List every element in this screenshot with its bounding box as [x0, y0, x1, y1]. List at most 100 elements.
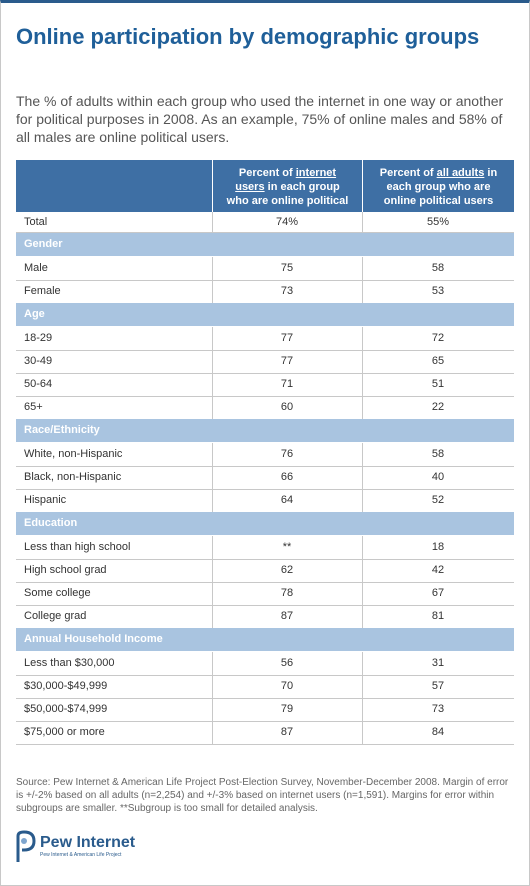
row-value: 56: [280, 657, 294, 669]
row-label: $30,000-$49,999: [24, 680, 108, 692]
row-divider: [16, 744, 514, 745]
row-value: 62: [280, 564, 294, 576]
row-label: Male: [24, 262, 48, 274]
row-value: 75: [280, 262, 294, 274]
row-label: 30-49: [24, 355, 53, 367]
col-divider: [212, 536, 213, 559]
header-underlined: all adults: [436, 167, 485, 179]
row-value: 78: [280, 587, 294, 599]
row-value: 40: [431, 471, 445, 483]
col-divider: [212, 721, 213, 744]
col-divider: [362, 373, 363, 396]
col-divider: [212, 373, 213, 396]
section-header: Race/Ethnicity: [16, 419, 514, 442]
col-divider: [212, 582, 213, 605]
row-label: Some college: [24, 587, 91, 599]
row-value: 52: [431, 494, 445, 506]
row-value: 77: [280, 355, 294, 367]
col-divider: [212, 212, 213, 232]
col-divider: [212, 466, 213, 489]
row-label: 50-64: [24, 378, 53, 390]
row-value: 77: [280, 332, 294, 344]
row-label: Hispanic: [24, 494, 67, 506]
col-divider: [362, 443, 363, 466]
col-divider: [362, 327, 363, 350]
col-divider: [362, 257, 363, 280]
row-value: 64: [280, 494, 294, 506]
row-value: 81: [431, 610, 445, 622]
column-header: Percent of internet users in each group …: [213, 160, 362, 221]
row-value: 58: [431, 262, 445, 274]
col-divider: [212, 652, 213, 675]
source: Source: Pew Internet & American Life Pro…: [16, 777, 509, 814]
row-value: 60: [280, 401, 294, 413]
row-label: $50,000-$74,999: [24, 703, 108, 715]
col-divider: [212, 396, 213, 419]
row-divider: [16, 698, 514, 699]
row-divider: [16, 466, 514, 467]
row-label: 65+: [24, 401, 43, 413]
row-value: 73: [280, 285, 294, 297]
row-value: 55%: [426, 216, 450, 228]
col-divider: [212, 559, 213, 582]
row-value: 70: [280, 680, 294, 692]
row-label: Total: [24, 216, 48, 228]
row-value: 67: [431, 587, 445, 599]
row-value: 71: [280, 378, 294, 390]
row-label: Female: [24, 285, 61, 297]
header-underlined: internet users: [235, 167, 337, 193]
row-value: 31: [431, 657, 445, 669]
row-label: Less than high school: [24, 541, 131, 553]
row-value: 84: [431, 726, 445, 738]
header-text: Percent of: [379, 167, 437, 179]
row-value: 57: [431, 680, 445, 692]
header-text: in each group who are online political u…: [383, 167, 498, 207]
row-value: 73: [431, 703, 445, 715]
row-divider: [16, 396, 514, 397]
col-divider: [362, 652, 363, 675]
col-divider: [362, 489, 363, 512]
col-divider: [362, 280, 363, 303]
row-value: **: [282, 541, 292, 553]
col-divider: [212, 489, 213, 512]
header-text: Percent of: [238, 167, 296, 179]
col-divider: [362, 212, 363, 232]
row-value: 66: [280, 471, 294, 483]
column-header: Percent of all adults in each group who …: [363, 160, 514, 212]
col-divider: [212, 675, 213, 698]
row-divider: [16, 350, 514, 351]
row-divider: [16, 373, 514, 374]
row-value: 53: [431, 285, 445, 297]
row-divider: [16, 675, 514, 676]
row-value: 65: [431, 355, 445, 367]
col-divider: [362, 396, 363, 419]
row-value: 58: [431, 448, 445, 460]
row-divider: [16, 489, 514, 490]
row-value: 74%: [275, 216, 299, 228]
row-divider: [16, 232, 514, 233]
col-divider: [212, 280, 213, 303]
col-divider: [362, 605, 363, 628]
logo-name: Pew Internet: [40, 834, 136, 851]
title: Online participation by demographic grou…: [16, 24, 480, 49]
col-divider: [212, 698, 213, 721]
row-label: High school grad: [24, 564, 107, 576]
header-cell: [16, 160, 212, 212]
row-value: 42: [431, 564, 445, 576]
row-divider: [16, 721, 514, 722]
section-header: Annual Household Income: [16, 628, 514, 651]
row-value: 51: [431, 378, 445, 390]
col-divider: [362, 675, 363, 698]
section-header: Age: [16, 303, 514, 326]
col-divider: [212, 605, 213, 628]
col-divider: [362, 582, 363, 605]
logo-tagline: Pew Internet & American Life Project: [40, 852, 122, 858]
row-value: 87: [280, 610, 294, 622]
row-label: Black, non-Hispanic: [24, 471, 122, 483]
row-value: 72: [431, 332, 445, 344]
subtitle: The % of adults within each group who us…: [16, 93, 504, 145]
row-label: $75,000 or more: [24, 726, 105, 738]
row-label: White, non-Hispanic: [24, 448, 123, 460]
logo-icon: [16, 830, 36, 862]
